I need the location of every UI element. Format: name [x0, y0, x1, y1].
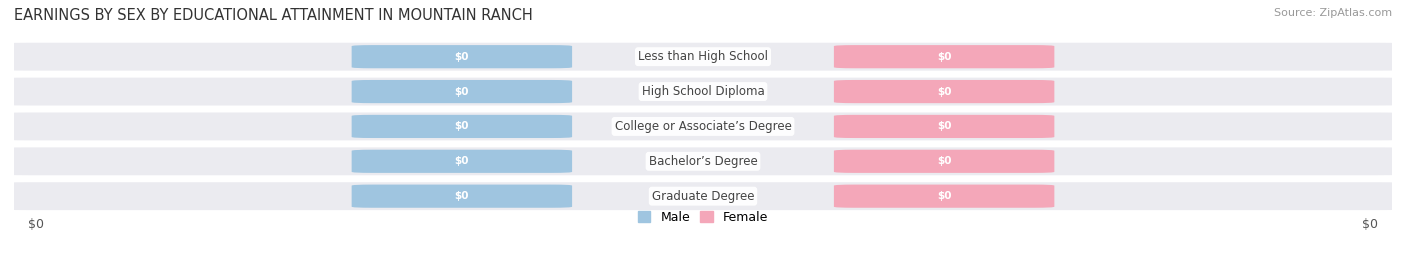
Text: $0: $0: [454, 52, 470, 62]
Text: $0: $0: [1362, 218, 1378, 231]
FancyBboxPatch shape: [0, 182, 1406, 210]
Text: Bachelor’s Degree: Bachelor’s Degree: [648, 155, 758, 168]
Text: $0: $0: [454, 156, 470, 166]
Text: Graduate Degree: Graduate Degree: [652, 190, 754, 203]
Text: $0: $0: [454, 87, 470, 97]
FancyBboxPatch shape: [834, 45, 1054, 68]
FancyBboxPatch shape: [352, 150, 572, 173]
Text: $0: $0: [28, 218, 44, 231]
FancyBboxPatch shape: [0, 147, 1406, 175]
FancyBboxPatch shape: [352, 45, 572, 68]
FancyBboxPatch shape: [834, 115, 1054, 138]
FancyBboxPatch shape: [352, 80, 572, 103]
Text: $0: $0: [454, 191, 470, 201]
Text: $0: $0: [454, 121, 470, 132]
Text: Source: ZipAtlas.com: Source: ZipAtlas.com: [1274, 8, 1392, 18]
Text: EARNINGS BY SEX BY EDUCATIONAL ATTAINMENT IN MOUNTAIN RANCH: EARNINGS BY SEX BY EDUCATIONAL ATTAINMEN…: [14, 8, 533, 23]
FancyBboxPatch shape: [834, 185, 1054, 208]
Text: Less than High School: Less than High School: [638, 50, 768, 63]
FancyBboxPatch shape: [352, 115, 572, 138]
FancyBboxPatch shape: [0, 112, 1406, 140]
Text: $0: $0: [936, 156, 952, 166]
Legend: Male, Female: Male, Female: [638, 211, 768, 224]
Text: $0: $0: [936, 87, 952, 97]
Text: $0: $0: [936, 121, 952, 132]
FancyBboxPatch shape: [352, 185, 572, 208]
FancyBboxPatch shape: [834, 80, 1054, 103]
FancyBboxPatch shape: [0, 43, 1406, 71]
Text: College or Associate’s Degree: College or Associate’s Degree: [614, 120, 792, 133]
Text: $0: $0: [936, 191, 952, 201]
FancyBboxPatch shape: [834, 150, 1054, 173]
Text: $0: $0: [936, 52, 952, 62]
Text: High School Diploma: High School Diploma: [641, 85, 765, 98]
FancyBboxPatch shape: [0, 78, 1406, 105]
